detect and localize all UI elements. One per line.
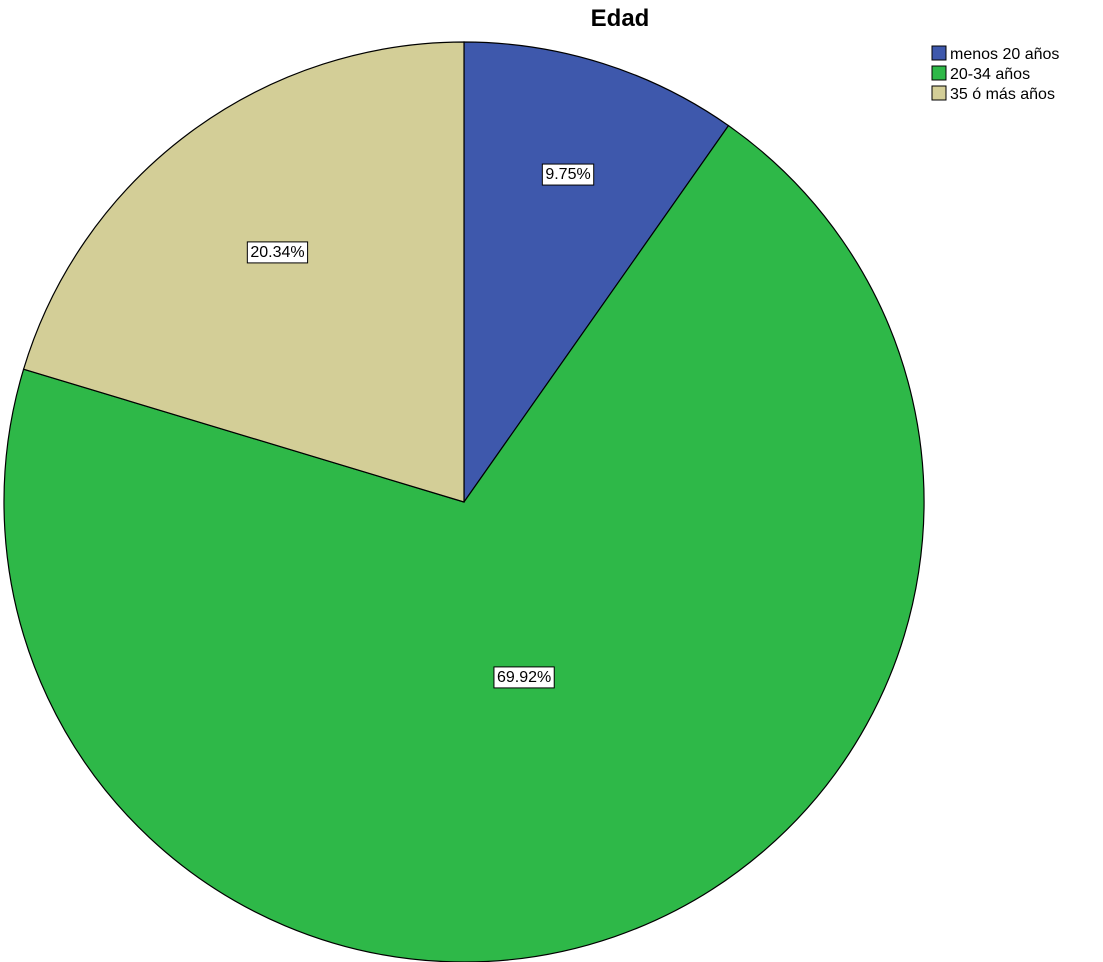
legend-item-20-34-anos: 20-34 años [931,65,1030,83]
legend-item-35-o-mas-anos: 35 ó más años [931,85,1055,103]
svg-text:9.75%: 9.75% [545,166,590,183]
slice-labels: 9.75% 69.92% 20.34% [246,163,595,689]
legend-label: menos 20 años [950,46,1059,63]
pie-slices [3,41,925,962]
legend-label: 35 ó más años [950,86,1055,103]
slice-label-20-34-anos: 69.92% [493,666,555,689]
chart-title: Edad [591,5,650,32]
legend-item-menos-20-anos: menos 20 años [931,45,1059,63]
slice-label-menos-20-anos: 9.75% [541,163,595,186]
pie-slice-20-34-anos [3,124,925,962]
slice-label-35-o-mas-anos: 20.34% [246,241,309,264]
pie-slice-menos-20-anos [463,41,730,504]
legend: menos 20 años 20-34 años 35 ó más años [931,45,1059,103]
svg-text:69.92%: 69.92% [497,669,551,686]
legend-swatch [931,45,947,61]
legend-swatch [931,85,947,101]
svg-text:20.34%: 20.34% [250,244,304,261]
legend-label: 20-34 años [950,66,1030,83]
pie-slice-35-o-mas-anos [22,41,465,503]
legend-swatch [931,65,947,81]
